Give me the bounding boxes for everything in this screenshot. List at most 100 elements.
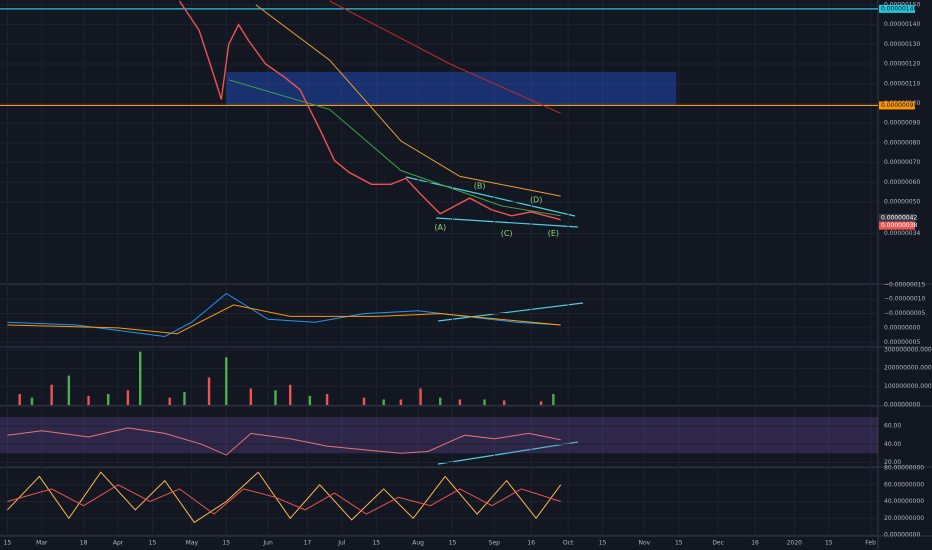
y-tick-label: −0.00000015 xyxy=(884,281,925,288)
wave-label: (E) xyxy=(548,229,559,238)
volume-bar xyxy=(107,393,110,405)
series-line xyxy=(7,471,562,524)
y-tick-label: 0.00000034 xyxy=(884,230,920,237)
zone xyxy=(226,71,677,106)
x-tick-label: 15 xyxy=(675,540,683,547)
volume-bar xyxy=(439,397,442,405)
volume-bar xyxy=(67,375,71,405)
series-line xyxy=(329,0,561,114)
volume-bar xyxy=(502,400,506,405)
series-line xyxy=(178,0,561,221)
y-tick-label: 0.00000080 xyxy=(884,139,920,146)
y-tick-label: −0.00000010 xyxy=(884,296,925,303)
trendlines xyxy=(405,176,584,465)
y-tick-label: 40.00000000 xyxy=(884,498,924,505)
series-line xyxy=(255,4,561,197)
y-tick-label: 80.00000000 xyxy=(884,465,924,472)
y-tick-label: 0.00000140 xyxy=(884,21,920,28)
x-tick-label: May xyxy=(186,540,199,547)
volume-bar xyxy=(138,351,142,405)
volume-bar xyxy=(325,393,329,405)
y-tick-label: 0.00000000 xyxy=(884,402,920,409)
volume-bar xyxy=(483,399,486,405)
wave-label: (A) xyxy=(434,223,446,232)
volume-bar xyxy=(274,390,277,405)
series-line xyxy=(7,304,561,335)
x-tick-label: Dec xyxy=(712,540,724,547)
x-tick-label: Oct xyxy=(563,540,574,547)
x-tick-label: 2020 xyxy=(787,540,802,547)
y-tick-label: 60.00 xyxy=(884,423,901,430)
x-tick-label: 16 xyxy=(751,540,759,547)
y-tick-label: 0.00000060 xyxy=(884,179,920,186)
x-tick-label: 17 xyxy=(304,540,312,547)
x-tick-label: Aug xyxy=(412,540,424,547)
volume-bar xyxy=(225,357,228,405)
y-tick-label: 100000000.00000000 xyxy=(884,383,932,390)
y-tick-label: 300000000.00000000 xyxy=(884,346,932,353)
y-tick-label: 0.00000130 xyxy=(884,41,920,48)
wave-label: (B) xyxy=(474,182,486,191)
y-tick-label: 0.00000120 xyxy=(884,61,920,68)
volume-bar xyxy=(362,397,366,405)
trendline xyxy=(405,176,576,217)
price-tag xyxy=(879,221,915,230)
volume-bar xyxy=(18,393,21,405)
y-tick-label: 40.00 xyxy=(884,441,901,448)
price-tag xyxy=(879,213,915,222)
y-tick-label: −0.00000005 xyxy=(884,310,925,317)
y-tick-label: 200000000.00000000 xyxy=(884,365,932,372)
volume-bar xyxy=(552,393,555,405)
volume-bar xyxy=(50,384,53,405)
y-tick-label: 0.00000090 xyxy=(884,120,920,127)
series-line xyxy=(228,79,561,217)
x-tick-label: 15 xyxy=(825,540,833,547)
y-tick-label: 60.00000000 xyxy=(884,481,924,488)
y-tick-label: 20.00000000 xyxy=(884,515,924,522)
series-line xyxy=(7,292,561,338)
volume-bar xyxy=(308,395,312,405)
x-tick-label: 16 xyxy=(527,540,535,547)
x-tick-label: Sep xyxy=(489,540,501,547)
x-tick-label: 18 xyxy=(80,540,88,547)
volume-bar xyxy=(289,384,292,405)
x-tick-label: 15 xyxy=(149,540,157,547)
series-line xyxy=(7,427,561,456)
volume-bar xyxy=(419,388,422,405)
y-tick-label: 0.00000000 xyxy=(884,532,920,539)
y-tick-label: 0.00000110 xyxy=(884,80,920,87)
price-tag-label: 0.00000148 xyxy=(881,5,917,12)
x-tick-label: Feb xyxy=(865,540,876,547)
wave-label: (D) xyxy=(530,196,542,205)
volume-bar xyxy=(87,395,90,405)
x-tick-label: 15 xyxy=(449,540,457,547)
x-tick-label: Jun xyxy=(262,540,273,547)
price-tag-label: 0.00000099 xyxy=(881,102,917,109)
volume-bar xyxy=(249,388,253,405)
y-tick-label: 0.00000005 xyxy=(884,339,920,346)
price-tag xyxy=(879,101,915,110)
series-line xyxy=(7,484,561,515)
volume-bar xyxy=(539,401,543,405)
trendline xyxy=(435,217,579,228)
price-tag xyxy=(879,4,915,13)
trendline xyxy=(437,441,579,465)
x-tick-label: Apr xyxy=(113,540,124,547)
volume-bar xyxy=(382,399,385,405)
y-tick-label: 0.00000000 xyxy=(884,324,920,331)
x-tick-label: 15 xyxy=(372,540,380,547)
volume-bar xyxy=(458,399,462,405)
y-tick-label: 0.00000070 xyxy=(884,159,920,166)
price-tag-label: 0.00000038 xyxy=(881,222,917,229)
x-tick-label: Jul xyxy=(337,540,346,547)
x-tick-label: Nov xyxy=(638,540,650,547)
x-tick-label: Mar xyxy=(36,540,48,547)
x-tick-label: 15 xyxy=(222,540,230,547)
volume-bar xyxy=(126,390,130,405)
x-tick-label: 15 xyxy=(599,540,607,547)
volume-bar xyxy=(399,399,403,405)
x-tick-label: 15 xyxy=(4,540,12,547)
